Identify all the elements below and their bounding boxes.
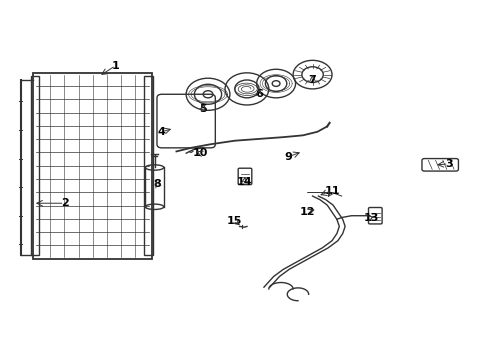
Text: 13: 13 (363, 212, 378, 222)
Bar (143, 76, 152, 255)
Bar (33, 73, 152, 258)
Text: 7: 7 (308, 75, 316, 85)
Text: 3: 3 (444, 159, 451, 169)
Text: 5: 5 (199, 104, 206, 113)
Text: 14: 14 (236, 177, 252, 187)
Text: 1: 1 (112, 61, 119, 71)
Text: 9: 9 (284, 152, 292, 162)
Text: 15: 15 (226, 216, 242, 226)
Text: 12: 12 (299, 207, 315, 217)
Text: 8: 8 (153, 179, 161, 189)
Bar (30, 76, 39, 255)
Text: 10: 10 (193, 148, 208, 158)
Text: 2: 2 (61, 198, 68, 208)
Text: 11: 11 (324, 186, 339, 196)
Text: 6: 6 (255, 89, 263, 99)
Text: 4: 4 (158, 127, 165, 137)
